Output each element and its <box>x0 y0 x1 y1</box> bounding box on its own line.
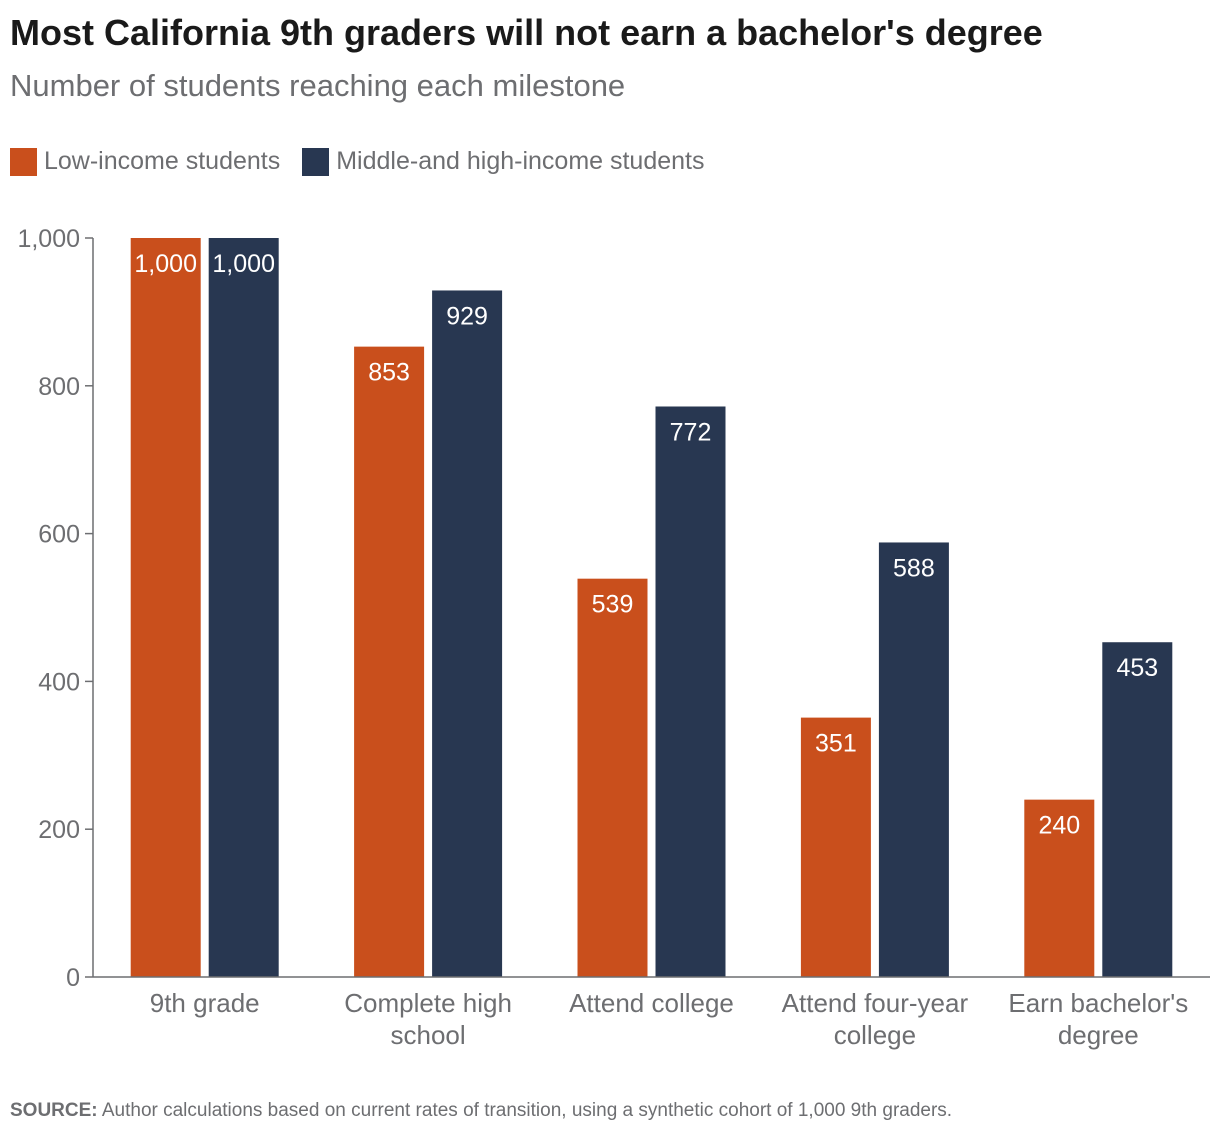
y-tick-label: 1,000 <box>17 225 80 253</box>
y-tick-label: 600 <box>38 521 80 549</box>
bar-low-income <box>1024 799 1095 977</box>
legend-item-low-income: Low-income students <box>10 147 280 176</box>
y-tick-label: 200 <box>38 816 80 844</box>
x-tick-label: Attend college <box>569 988 734 1018</box>
x-tick-label-line: Attend four-year <box>782 988 969 1018</box>
bar-value-label: 240 <box>1038 812 1080 840</box>
source-label: SOURCE: <box>10 1100 98 1121</box>
bar-value-label: 453 <box>1116 654 1158 682</box>
bar-low-income <box>800 717 871 977</box>
legend-item-mid-high-income: Middle-and high-income students <box>302 147 705 176</box>
x-tick-label-line: Earn bachelor's <box>1008 988 1188 1018</box>
x-tick-label: Earn bachelor's degree <box>1008 988 1188 1050</box>
y-tick-label: 800 <box>38 373 80 401</box>
x-tick-label-line: degree <box>1058 1020 1139 1050</box>
legend-swatch-low-income <box>10 147 37 176</box>
x-tick-label-line: college <box>834 1020 916 1050</box>
bar-low-income <box>577 578 648 977</box>
legend-swatch-mid-high-income <box>302 147 330 176</box>
bar-mid-high-income <box>878 542 949 977</box>
chart-subtitle: Number of students reaching each milesto… <box>10 68 626 103</box>
bar-mid-high-income <box>655 406 726 977</box>
legend: Low-income students Middle-and high-inco… <box>10 147 727 176</box>
bar-mid-high-income <box>1102 642 1173 977</box>
bar-value-label: 351 <box>815 730 857 758</box>
x-tick-label: Attend four-year college <box>782 988 969 1050</box>
bar-value-label: 929 <box>446 302 488 330</box>
bar-value-label: 772 <box>670 418 712 446</box>
bar-value-label: 1,000 <box>134 250 197 278</box>
source-text: Author calculations based on current rat… <box>101 1100 953 1121</box>
x-tick-label-line: Complete high <box>344 988 512 1018</box>
bar-value-label: 588 <box>893 554 935 582</box>
bar-chart: 0 200 400 600 800 1,000 1,000 1,000 9th grade 853… <box>17 225 1210 1050</box>
bar-low-income <box>354 346 425 977</box>
bar-value-label: 539 <box>592 591 634 619</box>
x-tick-label: Complete high school <box>344 988 512 1050</box>
legend-label-low-income: Low-income students <box>44 147 281 175</box>
source-note: SOURCE: Author calculations based on cur… <box>10 1100 952 1122</box>
chart-title: Most California 9th graders will not ear… <box>10 12 1043 53</box>
x-tick-label-line: Attend college <box>569 988 734 1018</box>
bar-mid-high-income <box>432 290 503 977</box>
bar-low-income <box>130 238 201 977</box>
y-tick-label: 400 <box>38 668 80 696</box>
bar-mid-high-income <box>208 238 279 977</box>
x-tick-label-line: school <box>391 1020 466 1050</box>
y-tick-label: 0 <box>66 964 80 992</box>
x-tick-label: 9th grade <box>150 988 260 1018</box>
bar-value-label: 1,000 <box>212 250 275 278</box>
bar-value-label: 853 <box>368 359 410 387</box>
legend-label-mid-high-income: Middle-and high-income students <box>336 147 705 175</box>
x-tick-label-line: 9th grade <box>150 988 260 1018</box>
